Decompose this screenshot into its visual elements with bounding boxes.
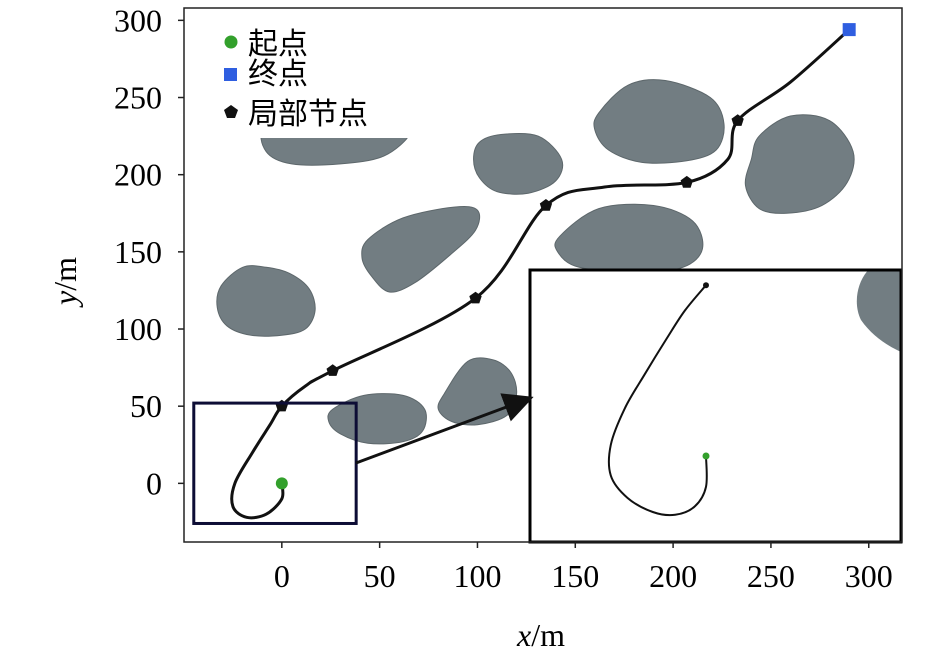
local-node-3	[469, 291, 482, 304]
obstacle-6	[473, 132, 564, 195]
start-point	[275, 477, 288, 490]
obstacle-1	[216, 265, 316, 337]
legend-marker-end	[224, 68, 237, 81]
inset-trajectory	[607, 284, 708, 517]
local-node-2	[326, 364, 339, 376]
plot-frame	[183, 7, 903, 543]
legend-label-node: 局部节点	[248, 97, 368, 132]
zoom-inset-panel	[528, 268, 903, 544]
local-node-4	[539, 199, 553, 211]
legend-marker-start	[224, 35, 238, 49]
y-axis-label: y/m	[47, 257, 83, 308]
inset-start-point	[702, 452, 710, 460]
obstacle-4	[361, 205, 481, 293]
local-node-layer	[275, 114, 744, 412]
trajectory-path	[230, 28, 851, 520]
y-tick-label-300: 300	[114, 2, 162, 38]
legend: 起点 终点 局部节点	[224, 27, 368, 132]
x-tick-label-300: 300	[845, 558, 893, 594]
local-node-6	[731, 114, 744, 126]
obstacle-8	[744, 114, 855, 214]
x-tick-label-200: 200	[649, 558, 697, 594]
y-tick-label-100: 100	[114, 311, 162, 347]
x-tick-label-50: 50	[364, 558, 396, 594]
y-axis-ticks: 0 50 100 150 200 250 300	[114, 2, 184, 501]
x-tick-label-250: 250	[747, 558, 795, 594]
legend-label-end: 终点	[248, 57, 308, 92]
obstacle-7	[593, 79, 725, 164]
legend-marker-node	[224, 105, 238, 118]
x-tick-label-0: 0	[274, 558, 290, 594]
obstacle-2	[327, 393, 427, 445]
x-axis-ticks: 0 50 100 150 200 250 300	[274, 542, 893, 594]
inset-local-node	[703, 282, 709, 289]
legend-label-start: 起点	[248, 27, 308, 62]
local-node-5	[680, 175, 693, 188]
x-axis-label: x/m	[516, 617, 565, 653]
y-tick-label-150: 150	[114, 234, 162, 270]
y-tick-label-200: 200	[114, 157, 162, 193]
y-tick-label-0: 0	[146, 465, 162, 501]
y-tick-label-50: 50	[130, 388, 162, 424]
obstacle-5	[554, 203, 704, 273]
obstacle-3	[437, 357, 518, 426]
zoom-arrow	[355, 393, 534, 465]
x-tick-label-150: 150	[551, 558, 599, 594]
x-tick-label-100: 100	[453, 558, 501, 594]
y-tick-label-250: 250	[114, 80, 162, 116]
end-point	[842, 23, 856, 37]
legend-background	[210, 26, 410, 138]
inset-obstacle-edge	[856, 271, 900, 352]
